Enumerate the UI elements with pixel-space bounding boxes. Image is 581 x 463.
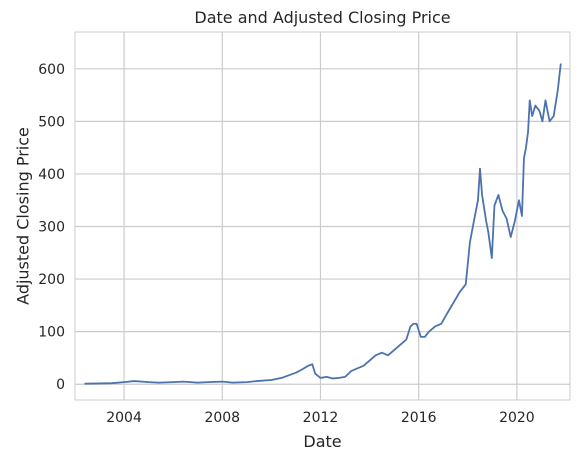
y-tick-label: 600 bbox=[38, 62, 65, 78]
y-tick-label: 0 bbox=[56, 377, 65, 393]
x-tick-label: 2008 bbox=[204, 410, 240, 426]
y-tick-label: 100 bbox=[38, 325, 65, 341]
grid bbox=[75, 32, 570, 400]
y-tick-label: 500 bbox=[38, 114, 65, 130]
x-tick-label: 2020 bbox=[499, 410, 535, 426]
x-axis: 2004 2008 2012 2016 2020 bbox=[106, 410, 534, 426]
series-line bbox=[84, 63, 562, 385]
x-axis-label: Date bbox=[303, 432, 341, 451]
y-axis: 0 100 200 300 400 500 600 bbox=[38, 62, 65, 393]
y-tick-label: 300 bbox=[38, 220, 65, 236]
x-tick-label: 2016 bbox=[401, 410, 437, 426]
chart-title: Date and Adjusted Closing Price bbox=[194, 8, 450, 27]
series-layer bbox=[84, 63, 562, 385]
x-tick-label: 2004 bbox=[106, 410, 142, 426]
x-tick-label: 2012 bbox=[303, 410, 339, 426]
y-axis-label: Adjusted Closing Price bbox=[14, 127, 33, 305]
y-tick-label: 200 bbox=[38, 272, 65, 288]
plot-frame bbox=[74, 31, 571, 401]
y-tick-label: 400 bbox=[38, 167, 65, 183]
